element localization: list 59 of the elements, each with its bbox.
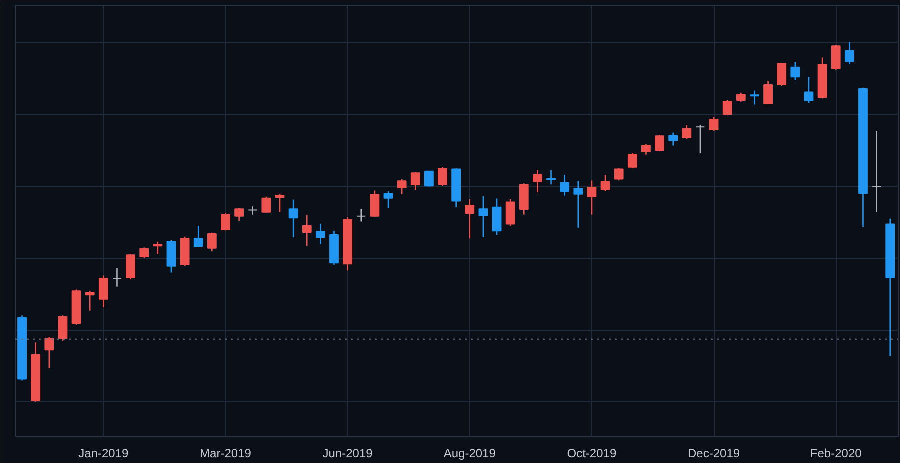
candlestick: [58, 314, 68, 342]
candlestick: [98, 275, 108, 308]
candlestick: [478, 196, 488, 238]
candlestick: [587, 180, 597, 216]
candlestick: [85, 290, 95, 312]
candlestick: [600, 174, 610, 192]
candlestick: [153, 241, 163, 256]
candlestick: [506, 198, 516, 227]
x-tick-label: Aug-2019: [444, 446, 496, 460]
candlestick: [574, 180, 584, 228]
candlestick: [533, 170, 542, 194]
candlestick: [844, 42, 854, 66]
x-tick-label: Mar-2019: [200, 446, 252, 460]
candlestick: [546, 170, 556, 186]
candlestick: [804, 76, 814, 104]
candlestick: [831, 44, 841, 71]
candlestick: [302, 214, 312, 247]
x-tick-label: Jan-2019: [78, 446, 130, 460]
x-tick-label: Feb-2020: [810, 446, 862, 460]
candlestick: [234, 207, 244, 222]
candlestick: [628, 152, 638, 170]
candlestick: [221, 212, 230, 232]
candlestick: [668, 132, 678, 146]
candlestick: [722, 100, 732, 116]
candlestick: [696, 124, 706, 154]
candlestick: [682, 124, 692, 140]
candlestick: [424, 170, 434, 188]
x-tick-label: Jun-2019: [322, 446, 374, 460]
candlestick: [384, 190, 394, 209]
candlestick: [764, 80, 773, 106]
candlestick: [438, 166, 448, 187]
candlestick: [370, 190, 380, 218]
candlestick: [316, 223, 326, 246]
candlestick: [560, 174, 570, 196]
candlestick: [288, 199, 298, 238]
candlestick: [194, 225, 204, 248]
candlestick: [140, 246, 150, 259]
candlestick: [262, 196, 272, 214]
candlestick: [790, 62, 800, 81]
candlestick: [275, 194, 285, 213]
candlestick: [709, 116, 719, 132]
candlestick: [655, 134, 664, 152]
candlestick: [465, 198, 475, 240]
candlestick: [872, 130, 882, 214]
candlestick: [410, 171, 420, 191]
candlestick: [614, 167, 624, 182]
candlestick: [126, 253, 136, 280]
candlestick: [44, 336, 54, 370]
candlestick: [492, 198, 502, 236]
candlestick: [248, 206, 258, 216]
candlestick: [397, 178, 407, 196]
candlestick: [777, 62, 787, 87]
x-tick-label: Oct-2019: [567, 446, 617, 460]
candlestick: [207, 232, 217, 252]
candlestick: [642, 143, 651, 156]
candlestick: [112, 267, 122, 288]
x-tick-label: Dec-2019: [688, 446, 740, 460]
candlestick: [356, 208, 366, 222]
candlestick: [750, 90, 760, 106]
